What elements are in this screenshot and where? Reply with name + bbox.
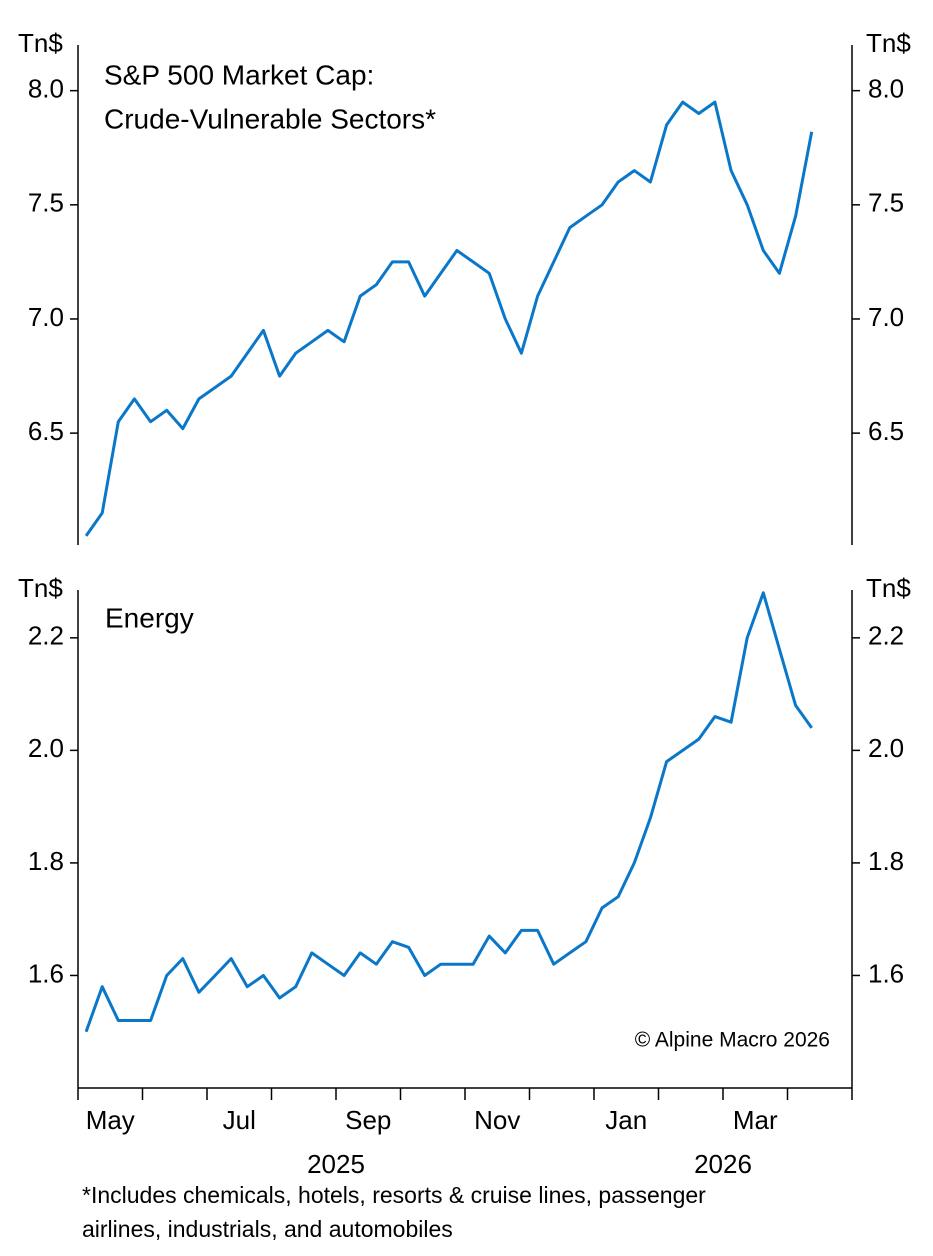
x-tick-label: Jul	[223, 1105, 256, 1135]
y-tick-label: 1.8	[868, 846, 904, 876]
y-tick-label: 8.0	[28, 74, 64, 104]
y-tick-label: 8.0	[868, 74, 904, 104]
y-tick-label: 7.5	[28, 188, 64, 218]
chart-title: Crude-Vulnerable Sectors*	[104, 103, 436, 134]
y-tick-label: 7.0	[28, 302, 64, 332]
y-tick-label: 2.0	[28, 733, 64, 763]
y-tick-label: 2.2	[28, 621, 64, 651]
y-unit: Tn$	[866, 573, 911, 603]
y-unit: Tn$	[18, 28, 63, 58]
y-tick-label: 2.2	[868, 621, 904, 651]
y-unit: Tn$	[866, 28, 911, 58]
y-tick-label: 1.6	[28, 958, 64, 988]
y-tick-label: 6.5	[28, 416, 64, 446]
x-tick-label: Mar	[733, 1105, 778, 1135]
source: © Alpine Macro 2026	[635, 1029, 830, 1052]
y-tick-label: 7.5	[868, 188, 904, 218]
y-tick-label: 1.8	[28, 846, 64, 876]
y-tick-label: 7.0	[868, 302, 904, 332]
data-line	[84, 591, 813, 1033]
footnote: airlines, industrials, and automobiles	[82, 1216, 453, 1242]
x-tick-label: Nov	[474, 1105, 520, 1135]
x-tick-label: Jan	[605, 1105, 647, 1135]
x-group-label: 2026	[694, 1149, 752, 1179]
y-tick-label: 1.6	[868, 958, 904, 988]
x-tick-label: Sep	[345, 1105, 391, 1135]
data-line	[84, 100, 814, 537]
chart-title: S&P 500 Market Cap:	[104, 59, 374, 90]
x-tick-label: May	[86, 1105, 135, 1135]
footnote: *Includes chemicals, hotels, resorts & c…	[82, 1182, 706, 1208]
y-unit: Tn$	[18, 573, 63, 603]
x-group-label: 2025	[307, 1149, 365, 1179]
chart-title: Energy	[105, 602, 194, 633]
y-tick-label: 2.0	[868, 733, 904, 763]
y-tick-label: 6.5	[868, 416, 904, 446]
